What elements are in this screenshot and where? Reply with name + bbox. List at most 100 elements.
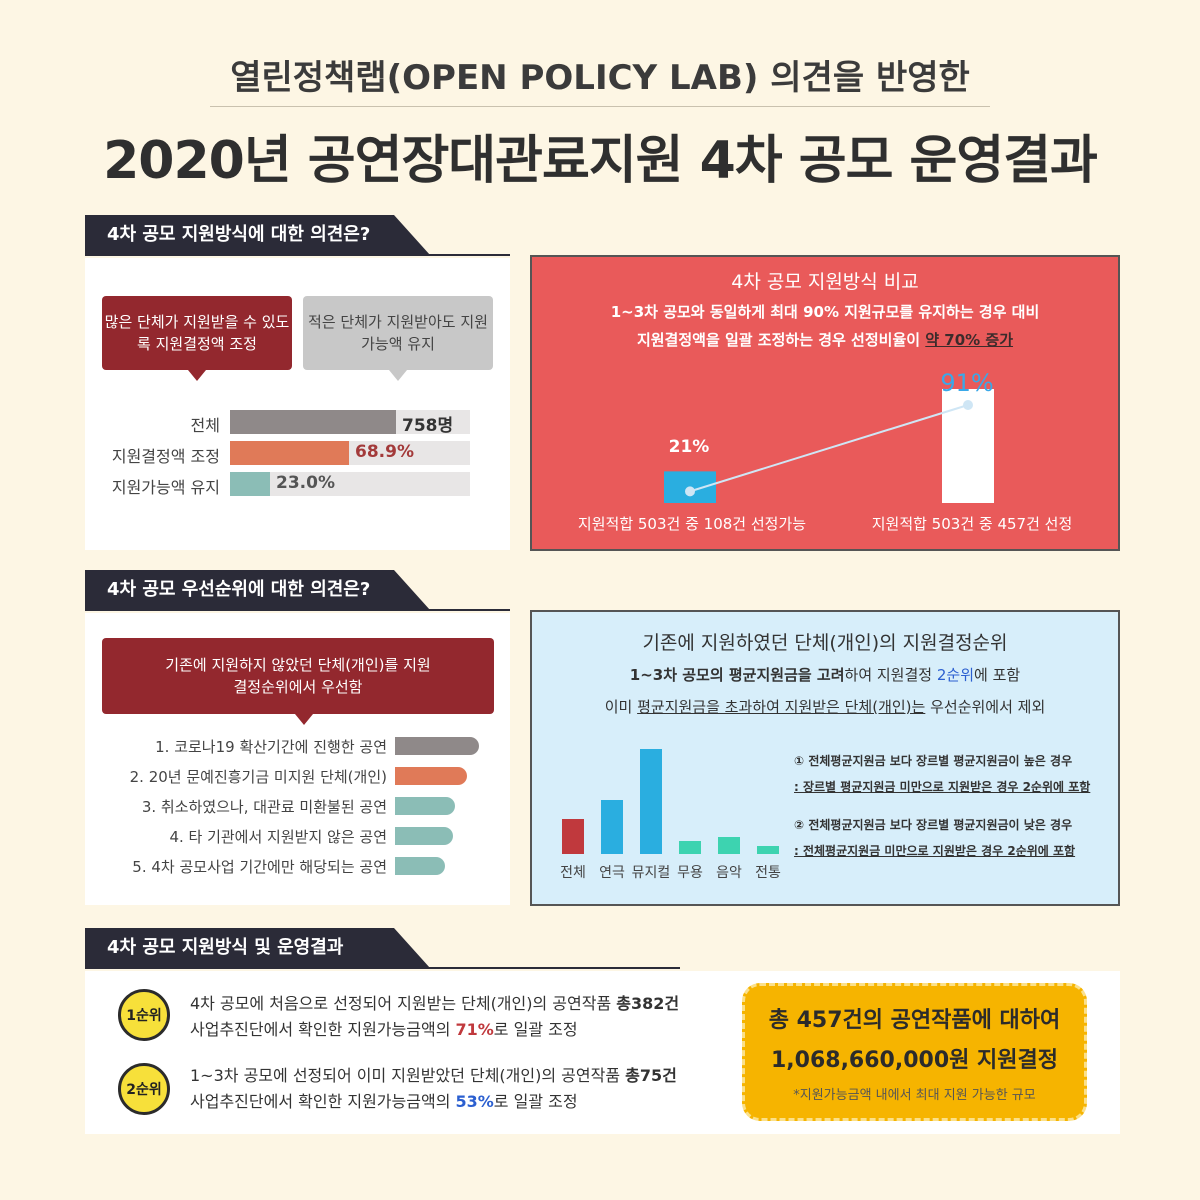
ranking-line2-prefix: 이미 — [604, 698, 638, 716]
bubble-maintain-tail — [389, 370, 407, 381]
ranking-line2: 이미 평균지원금을 초과하여 지원받은 단체(개인)는 우선순위에서 제외 — [532, 696, 1118, 717]
ranking-line2-end: 우선순위에서 제외 — [925, 698, 1046, 716]
genre-bar — [562, 819, 584, 854]
rank2-line2: 사업추진단에서 확인한 지원가능금액의 53%로 일괄 조정 — [190, 1089, 750, 1115]
left-bar-percent: 21% — [668, 437, 710, 457]
genre-label: 뮤지컬 — [631, 865, 671, 881]
rank2-line1-text: 1~3차 공모에 선정되어 이미 지원받았던 단체(개인)의 공연작품 — [190, 1066, 626, 1085]
rank1-line2-text: 사업추진단에서 확인한 지원가능금액의 — [190, 1019, 456, 1039]
genre-bar — [679, 841, 701, 854]
bubble-priority-tail — [295, 714, 313, 725]
comparison-line1: 1~3차 공모와 동일하게 최대 90% 지원규모를 유지하는 경우 대비 — [610, 303, 1040, 321]
result-line2: 1,068,660,000원 지원결정 — [770, 1048, 1058, 1073]
bar-value: 758명 — [402, 416, 454, 436]
bar-fill — [230, 410, 396, 434]
right-bar-percent: 91% — [940, 369, 994, 397]
priority-bar — [395, 737, 479, 755]
trend-line — [689, 404, 969, 493]
comparison-highlight: 약 70% 증가 — [925, 331, 1014, 349]
header-divider — [210, 106, 990, 107]
section2-tab-line — [85, 609, 510, 611]
bubble-adjust-tail — [188, 370, 206, 381]
genre-label: 전통 — [755, 865, 781, 881]
note2-heading: ② 전체평균지원금 보다 장르별 평균지원금이 낮은 경우 — [794, 818, 1073, 832]
priority-bar — [395, 767, 467, 785]
bubble-maintain: 적은 단체가 지원받아도 지원가능액 유지 — [303, 296, 493, 370]
result-box: 총 457건의 공연작품에 대하여 1,068,660,000원 지원결정 *지… — [742, 983, 1087, 1121]
genre-label: 무용 — [677, 865, 703, 881]
priority-label: 5. 4차 공모사업 기간에만 해당되는 공연 — [132, 858, 387, 876]
rank1-line1-text: 4차 공모에 처음으로 선정되어 지원받는 단체(개인)의 공연작품 — [190, 994, 617, 1013]
bar-fill — [230, 441, 349, 465]
priority-label: 4. 타 기관에서 지원받지 않은 공연 — [169, 828, 387, 846]
genre-bar — [601, 800, 623, 854]
rank2-percent: 53% — [455, 1091, 494, 1111]
ranking-title: 기존에 지원하였던 단체(개인)의 지원결정순위 — [642, 632, 1008, 654]
priority-bar — [395, 857, 445, 875]
rank1-count: 총382건 — [616, 994, 680, 1013]
bar-fill — [230, 472, 270, 496]
ranking-panel: 기존에 지원하였던 단체(개인)의 지원결정순위 1~3차 공모의 평균지원금을… — [530, 610, 1120, 906]
note2-detail: : 전체평균지원금 미만으로 지원받은 경우 2순위에 포함 — [794, 844, 1076, 858]
rank2-line2-end: 로 일괄 조정 — [493, 1091, 578, 1111]
ranking-line2-underline: 평균지원금을 초과하여 지원받은 단체(개인)는 — [637, 698, 926, 716]
caption-right: 지원적합 503건 중 457건 선정 — [871, 515, 1073, 533]
point-21 — [685, 486, 695, 497]
genre-bar — [718, 837, 740, 854]
ranking-line1-mid: 하여 지원결정 — [844, 666, 937, 684]
comparison-line2: 지원결정액을 일괄 조정하는 경우 선정비율이 약 70% 증가 — [532, 329, 1118, 350]
ranking-line1-end: 에 포함 — [974, 666, 1021, 684]
section1-tab-line — [85, 254, 510, 256]
genre-labels: 전체 연극 뮤지컬 무용 음악 전통 — [554, 862, 794, 882]
note1-heading: ① 전체평균지원금 보다 장르별 평균지원금이 높은 경우 — [794, 754, 1073, 768]
comparison-line2-text: 지원결정액을 일괄 조정하는 경우 선정비율이 — [636, 331, 926, 349]
page-title: 2020년 공연장대관료지원 4차 공모 운영결과 — [103, 131, 1098, 191]
genre-bar — [640, 749, 662, 854]
bar-value: 23.0% — [276, 473, 335, 493]
rank1-line2-end: 로 일괄 조정 — [493, 1019, 578, 1039]
bar-label: 전체 — [190, 416, 220, 435]
genre-bar-chart — [554, 742, 794, 854]
bar-track — [230, 472, 470, 496]
comparison-chart — [532, 257, 1118, 549]
section3-tab-line — [85, 967, 680, 969]
bubble-priority: 기존에 지원하지 않았던 단체(개인)를 지원결정순위에서 우선함 — [102, 638, 494, 714]
genre-bar — [757, 846, 779, 854]
point-91 — [963, 400, 973, 410]
section3-tab: 4차 공모 지원방식 및 운영결과 — [85, 928, 430, 968]
comparison-title: 4차 공모 지원방식 비교 — [731, 271, 919, 293]
genre-label: 전체 — [560, 865, 586, 881]
section2-tab: 4차 공모 우선순위에 대한 의견은? — [85, 570, 430, 610]
bar-label: 지원결정액 조정 — [111, 447, 220, 466]
rank2-line1: 1~3차 공모에 선정되어 이미 지원받았던 단체(개인)의 공연작품 총75건 — [190, 1063, 750, 1089]
section2-panel: 기존에 지원하지 않았던 단체(개인)를 지원결정순위에서 우선함 1. 코로나… — [85, 613, 510, 905]
result-note: *지원가능금액 내에서 최대 지원 가능한 규모 — [793, 1088, 1036, 1103]
rank2-badge: 2순위 — [118, 1063, 170, 1115]
genre-label: 연극 — [599, 865, 625, 881]
section1-tab: 4차 공모 지원방식에 대한 의견은? — [85, 215, 430, 255]
rank2-text: 1~3차 공모에 선정되어 이미 지원받았던 단체(개인)의 공연작품 총75건… — [190, 1063, 750, 1114]
rank1-text: 4차 공모에 처음으로 선정되어 지원받는 단체(개인)의 공연작품 총382건… — [190, 991, 750, 1042]
rank1-line1: 4차 공모에 처음으로 선정되어 지원받는 단체(개인)의 공연작품 총382건 — [190, 991, 750, 1017]
ranking-line1-blue: 2순위 — [936, 666, 975, 684]
priority-bar — [395, 827, 453, 845]
rank1-line2: 사업추진단에서 확인한 지원가능금액의 71%로 일괄 조정 — [190, 1017, 750, 1043]
bubble-adjust: 많은 단체가 지원받을 수 있도록 지원결정액 조정 — [102, 296, 292, 370]
note1-detail: : 장르별 평균지원금 미만으로 지원받은 경우 2순위에 포함 — [794, 780, 1091, 794]
comparison-panel: 4차 공모 지원방식 비교 1~3차 공모와 동일하게 최대 90% 지원규모를… — [530, 255, 1120, 551]
result-line1: 총 457건의 공연작품에 대하여 — [768, 1008, 1061, 1033]
section3-panel: 1순위 4차 공모에 처음으로 선정되어 지원받는 단체(개인)의 공연작품 총… — [85, 971, 1120, 1134]
rank1-badge: 1순위 — [118, 989, 170, 1041]
caption-left: 지원적합 503건 중 108건 선정가능 — [577, 515, 807, 533]
priority-label: 2. 20년 문예진흥기금 미지원 단체(개인) — [129, 768, 387, 786]
ranking-line1-bold: 1~3차 공모의 평균지원금을 고려 — [629, 666, 845, 684]
bar-label: 지원가능액 유지 — [111, 478, 220, 497]
ranking-line1: 1~3차 공모의 평균지원금을 고려하여 지원결정 2순위에 포함 — [532, 664, 1118, 685]
rank1-percent: 71% — [455, 1019, 494, 1039]
priority-bar — [395, 797, 455, 815]
priority-label: 3. 취소하였으나, 대관료 미환불된 공연 — [141, 798, 387, 816]
rank2-line2-text: 사업추진단에서 확인한 지원가능금액의 — [190, 1091, 456, 1111]
page-subtitle: 열린정책랩(OPEN POLICY LAB) 의견을 반영한 — [230, 58, 970, 98]
bar-value: 68.9% — [355, 442, 414, 462]
priority-label: 1. 코로나19 확산기간에 진행한 공연 — [155, 738, 387, 756]
